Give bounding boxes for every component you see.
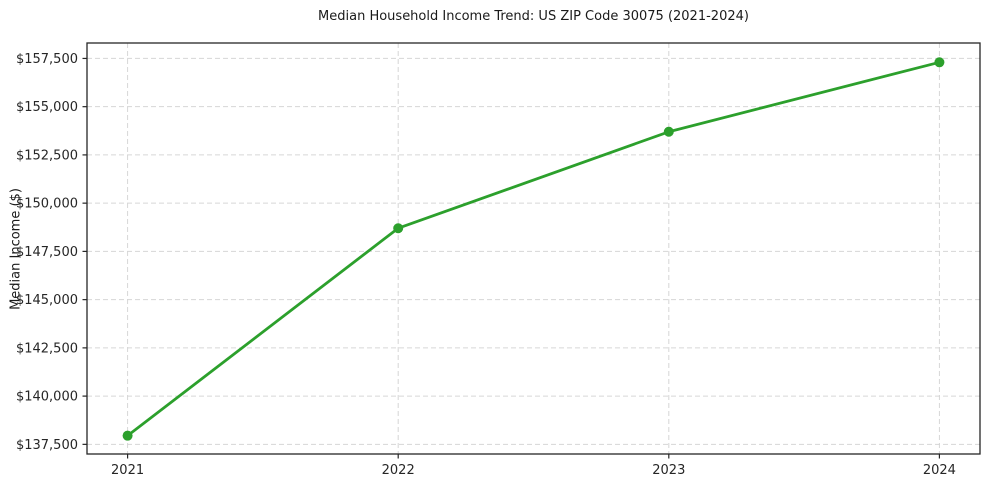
x-tick-label: 2021 bbox=[111, 463, 144, 478]
y-tick-label: $137,500 bbox=[16, 438, 78, 453]
data-point bbox=[393, 223, 404, 234]
y-tick-label: $142,500 bbox=[16, 341, 78, 356]
y-tick-label: $140,000 bbox=[16, 390, 78, 405]
trend-line bbox=[126, 60, 941, 438]
data-point bbox=[934, 57, 945, 68]
y-tick-label: $150,000 bbox=[16, 197, 78, 212]
y-tick-label: $152,500 bbox=[16, 148, 78, 163]
y-tick-label: $155,000 bbox=[16, 100, 78, 115]
y-tick-label: $157,500 bbox=[16, 52, 78, 67]
chart-title: Median Household Income Trend: US ZIP Co… bbox=[318, 9, 749, 24]
data-point bbox=[122, 430, 133, 441]
x-tick-label: 2022 bbox=[382, 463, 415, 478]
data-point bbox=[663, 126, 674, 137]
x-tick-label: 2024 bbox=[923, 463, 956, 478]
y-tick-label: $147,500 bbox=[16, 245, 78, 260]
y-tick-label: $145,000 bbox=[16, 293, 78, 308]
x-tick-label: 2023 bbox=[652, 463, 685, 478]
plot-frame bbox=[86, 42, 981, 455]
